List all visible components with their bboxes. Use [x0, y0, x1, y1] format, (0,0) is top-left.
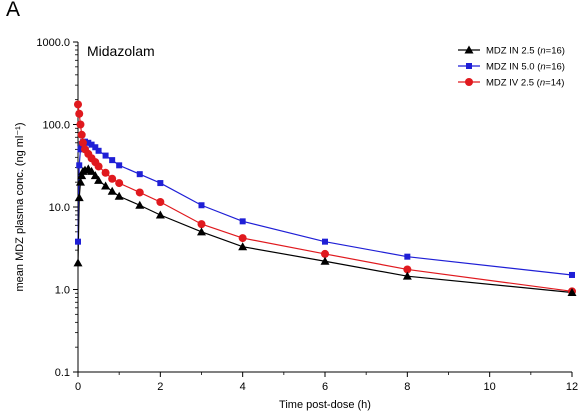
data-point-s2 — [76, 120, 85, 129]
y-axis-label: mean MDZ plasma conc. (ng ml⁻¹) — [14, 122, 26, 291]
panel-label: A — [6, 0, 21, 21]
data-point-s2 — [75, 109, 84, 118]
data-point-s0 — [101, 181, 111, 190]
data-point-s2 — [77, 130, 86, 139]
data-point-s2 — [403, 265, 412, 274]
data-point-s2 — [101, 168, 110, 177]
data-point-s0 — [402, 271, 412, 280]
data-point-s1 — [116, 162, 123, 169]
y-tick-label: 10.0 — [49, 202, 70, 214]
data-point-s0 — [107, 186, 117, 195]
x-tick-label: 4 — [240, 381, 246, 393]
x-axis-label: Time post-dose (h) — [279, 399, 371, 411]
data-point-s1 — [109, 157, 116, 164]
legend-name: MDZ IN 2.5 ( — [486, 46, 541, 57]
data-point-s0 — [73, 258, 83, 267]
y-tick-label: 100.0 — [42, 120, 70, 132]
data-point-s1 — [85, 139, 92, 146]
data-point-s0 — [87, 166, 97, 175]
legend-marker-0 — [464, 45, 474, 54]
data-point-s1 — [322, 238, 328, 245]
legend-marker-2 — [465, 78, 473, 86]
data-point-s0 — [74, 193, 84, 202]
data-point-s1 — [157, 180, 164, 187]
data-point-s1 — [77, 146, 84, 153]
legend-n-label: n — [540, 78, 545, 89]
data-point-s1 — [92, 144, 99, 151]
y-tick-label: 1.0 — [55, 285, 70, 297]
data-point-s0 — [114, 191, 124, 200]
legend-n-value: =16) — [546, 62, 565, 73]
data-point-s1 — [136, 171, 143, 178]
data-point-s2 — [197, 220, 206, 229]
y-tick-label: 0.1 — [55, 367, 70, 379]
data-point-s2 — [115, 179, 124, 188]
data-point-s0 — [567, 287, 577, 296]
data-point-s0 — [77, 171, 87, 180]
data-point-s1 — [198, 202, 205, 209]
x-tick-label: 6 — [322, 381, 328, 393]
data-point-s1 — [239, 218, 246, 225]
data-point-s1 — [102, 152, 109, 159]
legend-marker-1 — [466, 63, 472, 69]
data-point-s1 — [404, 253, 411, 260]
data-point-s1 — [75, 238, 81, 245]
data-point-s2 — [321, 249, 329, 258]
data-point-s0 — [135, 200, 145, 209]
x-tick-label: 12 — [566, 381, 578, 393]
data-point-s2 — [74, 100, 82, 109]
data-point-s1 — [88, 141, 95, 148]
data-point-s1 — [76, 162, 83, 169]
data-point-s2 — [135, 188, 144, 197]
data-point-s0 — [238, 242, 248, 251]
x-tick-label: 2 — [157, 381, 163, 393]
data-point-s2 — [156, 197, 165, 206]
data-point-s0 — [155, 210, 165, 219]
data-point-s2 — [94, 162, 103, 171]
legend-entry-1: MDZ IN 5.0 (n=16) — [486, 62, 565, 73]
legend-n-value: =14) — [545, 78, 564, 89]
legend-name: MDZ IN 5.0 ( — [486, 62, 541, 73]
x-tick-label: 10 — [484, 381, 496, 393]
y-tick-label: 1000.0 — [36, 37, 70, 49]
data-point-s2 — [78, 138, 87, 147]
x-tick-label: 8 — [404, 381, 410, 393]
x-tick-label: 0 — [75, 381, 81, 393]
data-point-s0 — [94, 175, 104, 184]
legend-entry-0: MDZ IN 2.5 (n=16) — [486, 46, 565, 57]
data-point-s2 — [108, 174, 117, 183]
data-point-s0 — [90, 171, 100, 180]
data-point-s0 — [320, 256, 330, 265]
chart-title: Midazolam — [87, 43, 155, 59]
legend-n-label: n — [540, 46, 545, 57]
legend-entry-2: MDZ IV 2.5 (n=14) — [486, 78, 564, 89]
data-point-s0 — [75, 177, 85, 186]
series-line-0 — [77, 168, 573, 294]
legend-n-label: n — [540, 62, 545, 73]
data-point-s2 — [238, 234, 247, 243]
data-point-s1 — [569, 271, 575, 278]
data-point-s1 — [95, 147, 102, 154]
legend-n-value: =16) — [546, 46, 565, 57]
data-point-s0 — [197, 227, 206, 236]
legend-name: MDZ IV 2.5 ( — [486, 78, 541, 89]
